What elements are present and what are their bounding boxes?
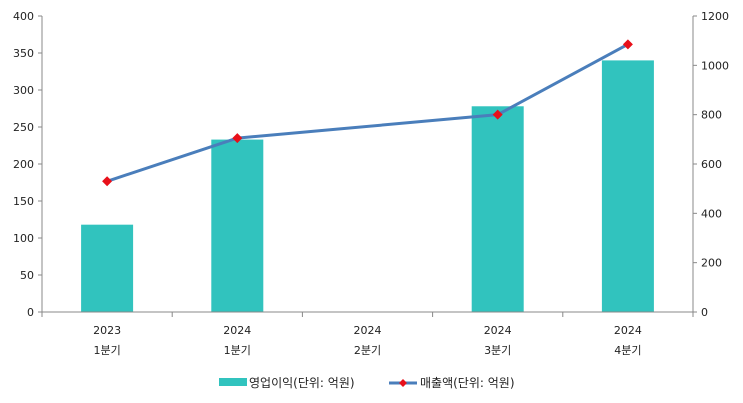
y-right-tick-label: 400: [701, 207, 722, 220]
bar: [601, 60, 654, 313]
line-marker: [492, 109, 503, 120]
x-tick-label-year: 2023: [93, 324, 121, 337]
legend-label-line: 매출액(단위: 억원): [420, 376, 515, 390]
line-segment: [235, 113, 500, 140]
y-right-tick-label: 1000: [701, 59, 729, 72]
bar: [81, 224, 134, 312]
legend-swatch-bar: [219, 378, 247, 386]
axes: 0 50 100 150 200 250 300 350 400 0 200 400 600 800 100…: [13, 10, 729, 357]
y-left-tick-label: 100: [13, 232, 34, 245]
line-marker: [232, 133, 243, 144]
y-left-tick-label: 0: [27, 306, 34, 319]
y-right-tick-label: 200: [701, 257, 722, 270]
x-tick-label-year: 2024: [223, 324, 251, 337]
x-tick-label-quarter: 4분기: [614, 344, 641, 357]
y-right-tick-label: 800: [701, 109, 722, 122]
x-tick-label-quarter: 1분기: [93, 344, 120, 357]
line-series: [102, 39, 633, 187]
x-tick-label-year: 2024: [354, 324, 382, 337]
bar: [211, 139, 264, 312]
y-left-tick-label: 200: [13, 158, 34, 171]
y-right-tick-label: 1200: [701, 10, 729, 23]
x-tick-label-year: 2024: [614, 324, 642, 337]
line-segment: [105, 136, 239, 183]
y-right-tick-label: 0: [701, 306, 708, 319]
y-left-tick-label: 50: [20, 269, 34, 282]
x-tick-label-quarter: 3분기: [484, 344, 511, 357]
legend: 영업이익(단위: 억원) 매출액(단위: 억원): [219, 376, 515, 390]
x-tick-label-quarter: 1분기: [224, 344, 251, 357]
y-left-tick-label: 350: [13, 47, 34, 60]
legend-label-bar: 영업이익(단위: 억원): [249, 376, 355, 390]
y-left-tick-label: 150: [13, 195, 34, 208]
y-left-tick-label: 300: [13, 84, 34, 97]
legend-swatch-marker: [399, 379, 407, 387]
y-right-tick-label: 600: [701, 158, 722, 171]
x-tick-label-year: 2024: [484, 324, 512, 337]
line-marker: [622, 39, 633, 50]
x-tick-label-quarter: 2분기: [354, 344, 381, 357]
y-left-tick-label: 400: [13, 10, 34, 23]
line-marker: [102, 176, 113, 187]
bar-series: [81, 60, 654, 313]
line-segment: [496, 42, 630, 117]
y-left-tick-label: 250: [13, 121, 34, 134]
bar: [471, 106, 524, 312]
